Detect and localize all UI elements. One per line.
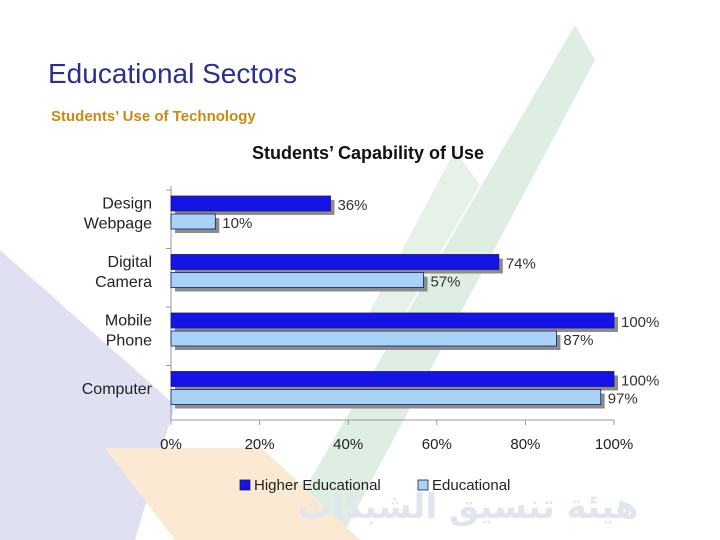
bar [170,254,500,270]
x-tick-label: 20% [245,436,275,453]
bar [170,312,615,329]
x-tick-label: 80% [510,436,540,453]
y-category-label: Digital [108,254,152,271]
legend-label: Educational [432,477,510,494]
x-tick-label: 60% [422,436,452,453]
y-category-label: Camera [95,274,152,291]
watermark-text: هيئة تنسيق الشبكات [298,487,639,527]
legend-label: Higher Educational [254,477,381,494]
data-label: 100% [621,314,659,331]
chart-body: 0% 20% 40% 60% 80% 100% Design Webpage 36% 10% Dig… [82,186,659,494]
bar [170,371,615,387]
slide-subtitle: Students’ Use of Technology [51,108,256,125]
data-label: 87% [563,332,593,349]
bar [170,195,331,212]
bar [170,213,216,230]
legend-swatch [417,479,429,491]
bar [170,330,557,347]
data-label: 100% [621,373,659,390]
data-label: 36% [337,197,367,214]
bar [170,389,602,405]
bg-orange-chevron [105,448,360,540]
chart-title: Students’ Capability of Use [252,143,484,163]
y-category-label: Mobile [105,313,152,330]
x-tick-label: 40% [333,436,363,453]
slide-title: Educational Sectors [48,58,298,89]
x-tick-label: 100% [595,436,633,453]
y-category-label: Phone [106,333,152,350]
y-category-label: Design [102,196,152,213]
y-category-label: Computer [82,381,153,398]
legend-swatch [239,479,251,491]
x-tick-label: 0% [160,436,182,453]
bg-green-stroke [275,25,595,540]
data-label: 57% [431,274,461,291]
data-label: 74% [506,256,536,273]
y-category-label: Webpage [84,216,152,233]
data-label: 10% [222,215,252,232]
data-label: 97% [608,391,638,408]
bar [170,272,424,288]
